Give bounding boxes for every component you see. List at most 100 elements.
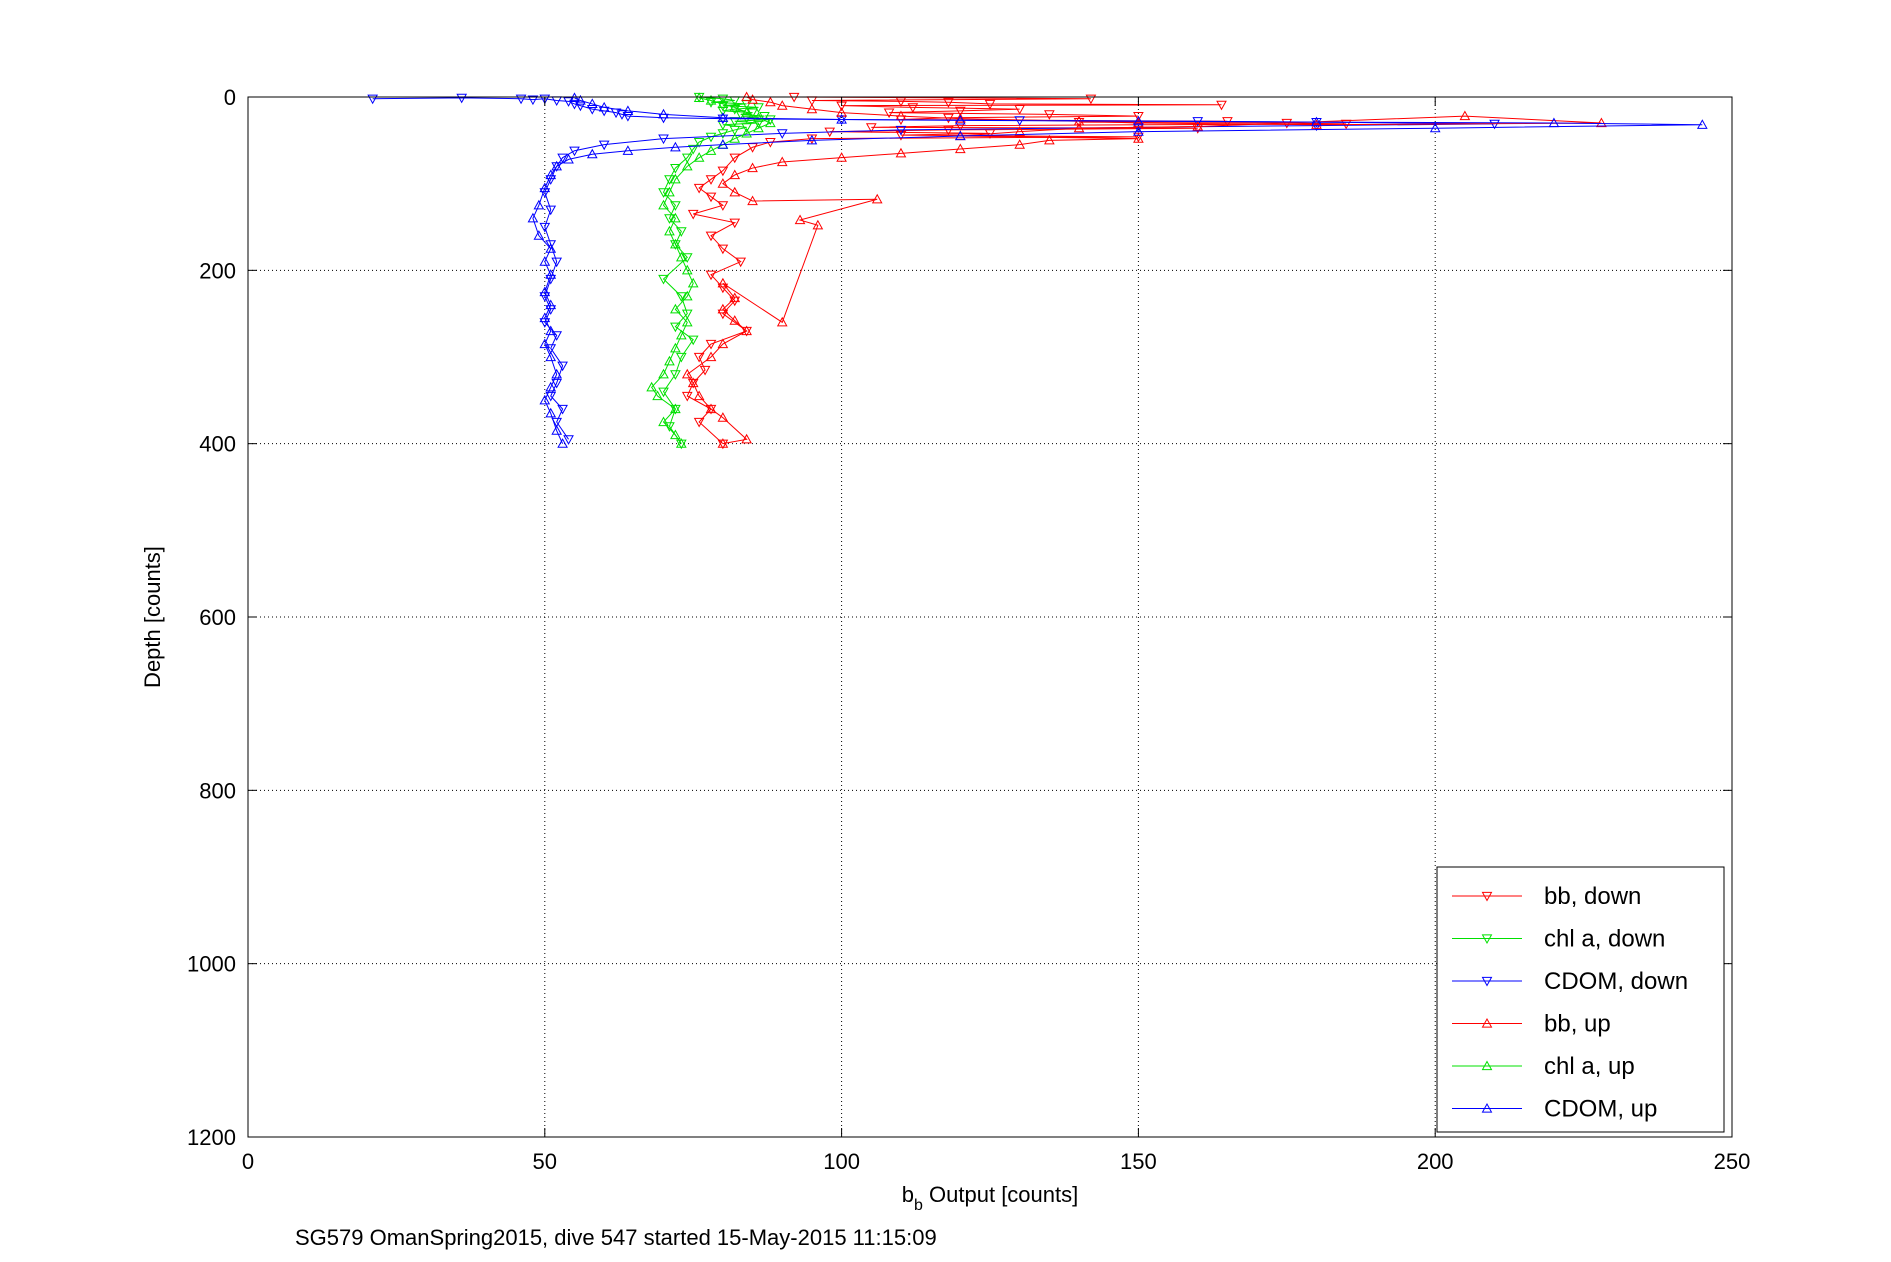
y-tick-label: 600 (199, 605, 236, 630)
data-point (741, 433, 752, 444)
data-point (717, 338, 729, 349)
data-point (717, 101, 729, 112)
data-point (670, 141, 681, 152)
data-point (693, 417, 705, 428)
data-point (515, 94, 527, 105)
data-point (693, 390, 705, 401)
data-point (717, 201, 729, 211)
y-tick-label: 400 (199, 432, 236, 457)
data-point (943, 125, 954, 136)
data-point (1311, 116, 1322, 127)
data-point (533, 230, 545, 240)
x-tick-label: 250 (1714, 1149, 1751, 1174)
data-point (622, 105, 634, 115)
data-point (675, 438, 687, 448)
data-point (717, 438, 729, 448)
data-point (545, 240, 557, 250)
x-tick-label: 100 (823, 1149, 860, 1174)
legend-item[interactable]: CDOM, down (1452, 968, 1688, 995)
data-point (563, 153, 574, 164)
y-tick-label: 200 (199, 258, 236, 283)
data-point (794, 214, 806, 225)
data-point (741, 325, 752, 336)
data-point (741, 127, 752, 138)
data-point (622, 111, 634, 122)
data-point (575, 101, 586, 112)
data-point (984, 99, 996, 110)
data-point (1459, 110, 1471, 121)
data-point (545, 169, 557, 180)
data-point (670, 322, 681, 333)
x-tick-label: 150 (1120, 1149, 1157, 1174)
data-point (539, 94, 551, 105)
legend-marker (1481, 1102, 1493, 1113)
data-point (705, 145, 717, 155)
data-point (705, 270, 717, 281)
x-tick-label: 50 (533, 1149, 557, 1174)
data-point (776, 156, 788, 167)
data-point (545, 269, 557, 279)
data-point (1133, 126, 1144, 136)
legend-label: bb, up (1544, 1011, 1611, 1038)
data-point (735, 257, 747, 268)
y-axis-label: Depth [counts] (140, 546, 165, 688)
data-point (954, 143, 966, 154)
data-point (717, 129, 729, 139)
data-point (1073, 118, 1085, 128)
data-point (557, 153, 568, 164)
data-point (729, 186, 741, 197)
data-point (1311, 119, 1322, 129)
data-point (1133, 133, 1144, 143)
data-point (586, 148, 598, 159)
data-point (687, 209, 699, 220)
data-point (646, 381, 657, 392)
data-point (670, 238, 681, 249)
data-point (954, 130, 966, 141)
data-point (865, 123, 877, 133)
data-point (747, 108, 758, 119)
x-tick-label: 200 (1417, 1149, 1454, 1174)
data-point (693, 137, 705, 148)
data-point (598, 140, 610, 151)
legend-item[interactable]: chl a, up (1452, 1053, 1635, 1080)
data-point (895, 97, 907, 107)
data-point (729, 101, 741, 112)
data-point (729, 292, 741, 303)
data-point (557, 438, 568, 448)
data-point (539, 338, 551, 349)
data-point (687, 277, 699, 288)
data-point (681, 391, 693, 402)
data-point (557, 404, 568, 415)
legend-item[interactable]: chl a, down (1452, 926, 1665, 953)
data-point (729, 218, 741, 229)
legend-marker (1481, 976, 1493, 987)
data-point (954, 113, 966, 123)
data-point (670, 201, 681, 211)
data-point (539, 312, 551, 323)
data-point (705, 175, 717, 185)
data-point (681, 160, 693, 171)
legend-item[interactable]: CDOM, up (1452, 1096, 1657, 1123)
data-point (670, 163, 681, 174)
legend[interactable]: bb, down chl a, down CDOM, down bb, up chl a… (1436, 866, 1725, 1133)
data-point (681, 309, 693, 320)
legend-label: CDOM, down (1544, 968, 1688, 995)
data-point (551, 425, 563, 435)
data-point (664, 186, 675, 197)
legend-item[interactable]: bb, down (1452, 883, 1641, 910)
data-point (545, 205, 557, 216)
data-point (545, 243, 557, 253)
data-point (687, 377, 699, 388)
series-cdom-up (527, 92, 1708, 448)
legend-item[interactable]: bb, up (1452, 1011, 1611, 1038)
data-point (836, 152, 847, 162)
data-point (539, 256, 551, 266)
data-point (670, 370, 681, 380)
data-point (776, 316, 788, 327)
data-point (753, 122, 764, 133)
data-point (717, 277, 729, 288)
data-point (954, 114, 966, 125)
data-point (456, 93, 468, 104)
data-point (717, 139, 729, 149)
data-point (1548, 117, 1560, 128)
